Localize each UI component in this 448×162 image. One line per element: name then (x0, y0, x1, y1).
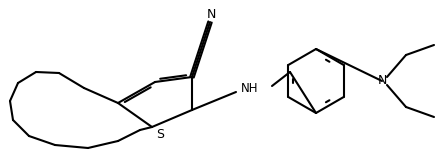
Text: N: N (207, 8, 215, 22)
Text: S: S (156, 127, 164, 140)
Text: NH: NH (241, 81, 259, 94)
Text: N: N (377, 75, 387, 87)
